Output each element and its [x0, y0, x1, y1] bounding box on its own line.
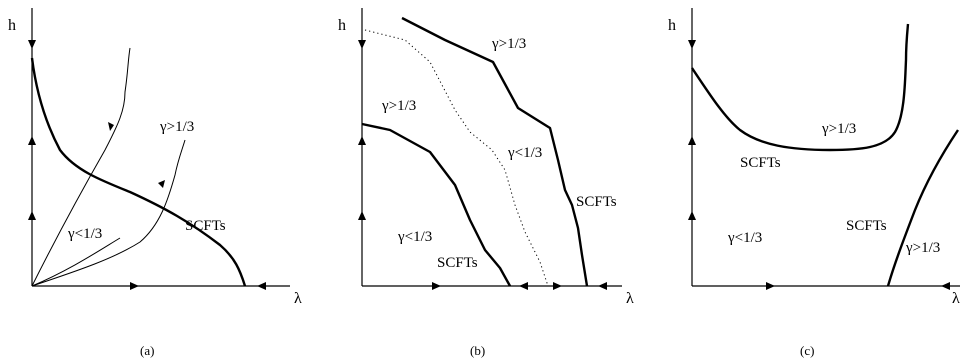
label-scfts-left: SCFTs [437, 255, 478, 271]
label-gamma-gt-mid: γ>1/3 [381, 98, 416, 114]
flow-arrow [28, 136, 36, 145]
flow-arrow [28, 40, 36, 49]
panel-a: h λ γ>1/3 γ<1/3 SCFTs (a) [8, 8, 302, 358]
panel-caption: (c) [800, 343, 814, 358]
label-gamma-gt-top: γ>1/3 [491, 36, 526, 52]
flow-arrow [358, 211, 366, 220]
flow-arrow [158, 180, 165, 188]
rg-flow-line [31, 47, 131, 287]
panel-caption: (b) [470, 343, 485, 358]
label-gamma-lt: γ<1/3 [727, 230, 762, 246]
y-axis-label: h [668, 17, 676, 34]
label-gamma-lt-right: γ<1/3 [507, 145, 542, 161]
label-gamma-gt: γ>1/3 [159, 119, 194, 135]
panel-b: h λ γ>1/3 γ>1/3 γ<1/3 SCFTs γ<1/3 SCFTs … [338, 8, 634, 358]
label-scfts-top: SCFTs [740, 155, 781, 171]
scft-boundary-right [886, 129, 959, 287]
label-gamma-lt-left: γ<1/3 [397, 229, 432, 245]
label-scfts-right: SCFTs [576, 194, 617, 210]
x-axis-label: λ [294, 290, 302, 307]
flow-arrow [688, 211, 696, 220]
flow-arrow [598, 282, 607, 290]
scft-boundary-upper [691, 23, 910, 152]
flow-arrow [108, 122, 114, 131]
flow-arrow [130, 282, 139, 290]
flow-arrow [358, 40, 366, 49]
scft-boundary [30, 57, 247, 287]
x-axis-label: λ [952, 290, 960, 307]
flow-arrow [766, 282, 775, 290]
label-scfts-right: SCFTs [846, 218, 887, 234]
scft-boundary-upper [401, 16, 589, 287]
y-axis-label: h [8, 17, 16, 34]
flow-arrow [257, 282, 266, 290]
flow-arrow [941, 282, 950, 290]
flow-arrow [28, 211, 36, 220]
label-gamma-gt-right: γ>1/3 [905, 240, 940, 256]
separatrix-dotted [364, 29, 549, 287]
label-gamma-lt: γ<1/3 [67, 226, 102, 242]
flow-arrow [688, 40, 696, 49]
x-axis-label: λ [626, 290, 634, 307]
scft-boundary-lower [361, 122, 512, 287]
panel-caption: (a) [140, 343, 154, 358]
flow-arrow [519, 282, 528, 290]
rg-flow-line [31, 139, 186, 287]
panel-c: h λ γ>1/3 SCFTs γ<1/3 SCFTs γ>1/3 (c) [668, 8, 960, 358]
rg-flow-line [31, 237, 121, 287]
flow-arrow [553, 282, 562, 290]
flow-arrow [688, 136, 696, 145]
label-gamma-gt-top: γ>1/3 [821, 121, 856, 137]
label-scfts: SCFTs [185, 218, 226, 234]
y-axis-label: h [338, 17, 346, 34]
flow-arrow [432, 282, 441, 290]
flow-arrow [358, 136, 366, 145]
